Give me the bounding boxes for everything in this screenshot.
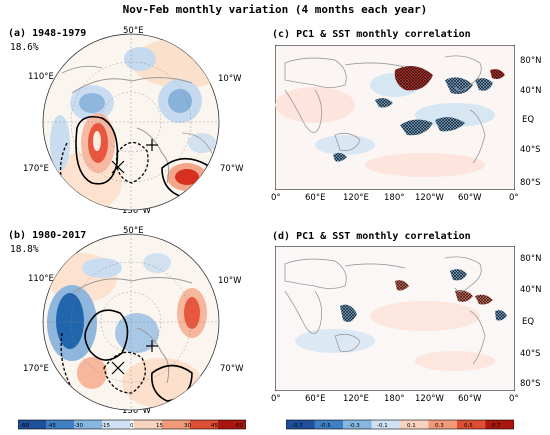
panel-d-lon-180: 180° [384,394,405,404]
colorbar-left [18,419,246,430]
panel-c-lon-0: 0° [271,193,281,203]
panel-d-lon-0: 0° [271,394,281,404]
colorbar-left-tick-5: 15 [156,423,163,429]
panel-a-cross-marker [111,160,125,174]
panel-a-lon-10w: 10°W [218,74,242,84]
colorbar-right-tick-7: 0.7 [492,423,501,429]
panel-a-lon-110e: 110°E [28,72,54,82]
colorbar-left-tick-4: 0 [130,423,134,429]
panel-d-lon-120e: 120°E [343,394,369,404]
colorbar-right-tick-6: 0.5 [464,423,473,429]
panel-b-variance: 18.8% [10,244,39,255]
panel-b-plus-marker [146,340,158,352]
panel-c-lat-40n: 40°N [520,86,542,96]
panel-d-lat-80s: 80°S [520,379,541,389]
colorbar-left-tick-0: -60 [20,423,29,429]
panel-c-lon-0-right: 0° [509,193,519,203]
colorbar-right-tick-0: -0.7 [292,423,303,429]
panel-c-lon-180: 180° [384,193,405,203]
panel-b-lon-10w: 10°W [218,276,242,286]
colorbar-right-tick-4: 0.1 [407,423,416,429]
panel-c-label: (c) PC1 & SST monthly correlation [272,29,471,40]
panel-a-lon-70w: 70°W [220,164,244,174]
colorbar-right-tick-3: -0.1 [377,423,388,429]
panel-d-lon-60e: 60°E [305,394,326,404]
panel-d-lat-40s: 40°S [520,349,541,359]
colorbar-left-tick-2: -30 [74,423,83,429]
colorbar-right-tick-5: 0.3 [435,423,444,429]
panel-c-lat-80n: 80°N [520,56,542,66]
panel-a-variance: 18.6% [10,42,39,53]
colorbar-left-tick-6: 30 [184,423,191,429]
panel-d-lon-60w: 60°W [458,394,482,404]
panel-b-polar-map [42,233,220,411]
panel-b-lon-50e: 50°E [123,226,144,236]
panel-c-world-map [275,45,515,190]
panel-b-lon-110e: 110°E [28,274,54,284]
colorbar-right [286,419,514,430]
panel-d-world-map [275,246,515,391]
panel-b-cross-marker [111,361,125,375]
panel-b-label: (b) 1980-2017 [8,230,87,241]
panel-c-lon-60w: 60°W [458,193,482,203]
colorbar-right-tick-1: -0.5 [320,423,331,429]
panel-c-lon-120w: 120°W [415,193,444,203]
panel-a-lon-130w: 130°W [122,206,151,216]
panel-a-lon-170e: 170°E [23,164,49,174]
colorbar-left-tick-3: -15 [101,423,110,429]
panel-c-lat-80s: 80°S [520,178,541,188]
panel-c-lat-40s: 40°S [520,145,541,155]
panel-b-lon-70w: 70°W [220,364,244,374]
panel-b-lon-170e: 170°E [23,364,49,374]
panel-a-plus-marker [146,139,158,151]
colorbar-left-tick-8: 60 [236,423,243,429]
panel-d-lon-120w: 120°W [415,394,444,404]
figure-title: Nov-Feb monthly variation (4 months each… [122,3,428,16]
panel-c-lon-120e: 120°E [343,193,369,203]
panel-d-label: (d) PC1 & SST monthly correlation [272,231,471,242]
colorbar-left-tick-1: -45 [47,423,56,429]
panel-d-lat-80n: 80°N [520,254,542,264]
panel-d-lon-0-right: 0° [509,394,519,404]
panel-a-lon-50e: 50°E [123,26,144,36]
panel-a-polar-map [42,33,220,211]
panel-c-lat-eq: EQ [522,115,535,125]
panel-a-label: (a) 1948-1979 [8,28,87,39]
panel-d-lat-eq: EQ [522,317,535,327]
colorbar-right-tick-2: -0.3 [349,423,360,429]
panel-c-lon-60e: 60°E [305,193,326,203]
panel-d-lat-40n: 40°N [520,285,542,295]
panel-b-lon-130w: 130°W [122,406,151,416]
colorbar-left-tick-7: 45 [211,423,218,429]
